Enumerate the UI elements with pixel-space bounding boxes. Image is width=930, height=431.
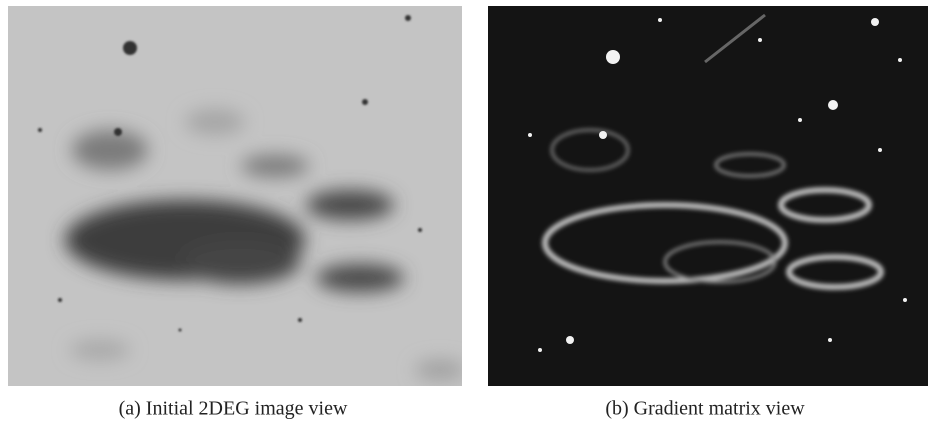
figure: (a) Initial 2DEG image view (b) Gradient… bbox=[0, 0, 930, 431]
caption: (a) Initial 2DEG image view bbox=[119, 398, 348, 420]
initial-image bbox=[8, 6, 465, 386]
caption: (b) Gradient matrix view bbox=[605, 398, 805, 420]
gradient-image bbox=[488, 6, 928, 386]
page: (a) Initial 2DEG image view (b) Gradient… bbox=[0, 0, 930, 431]
